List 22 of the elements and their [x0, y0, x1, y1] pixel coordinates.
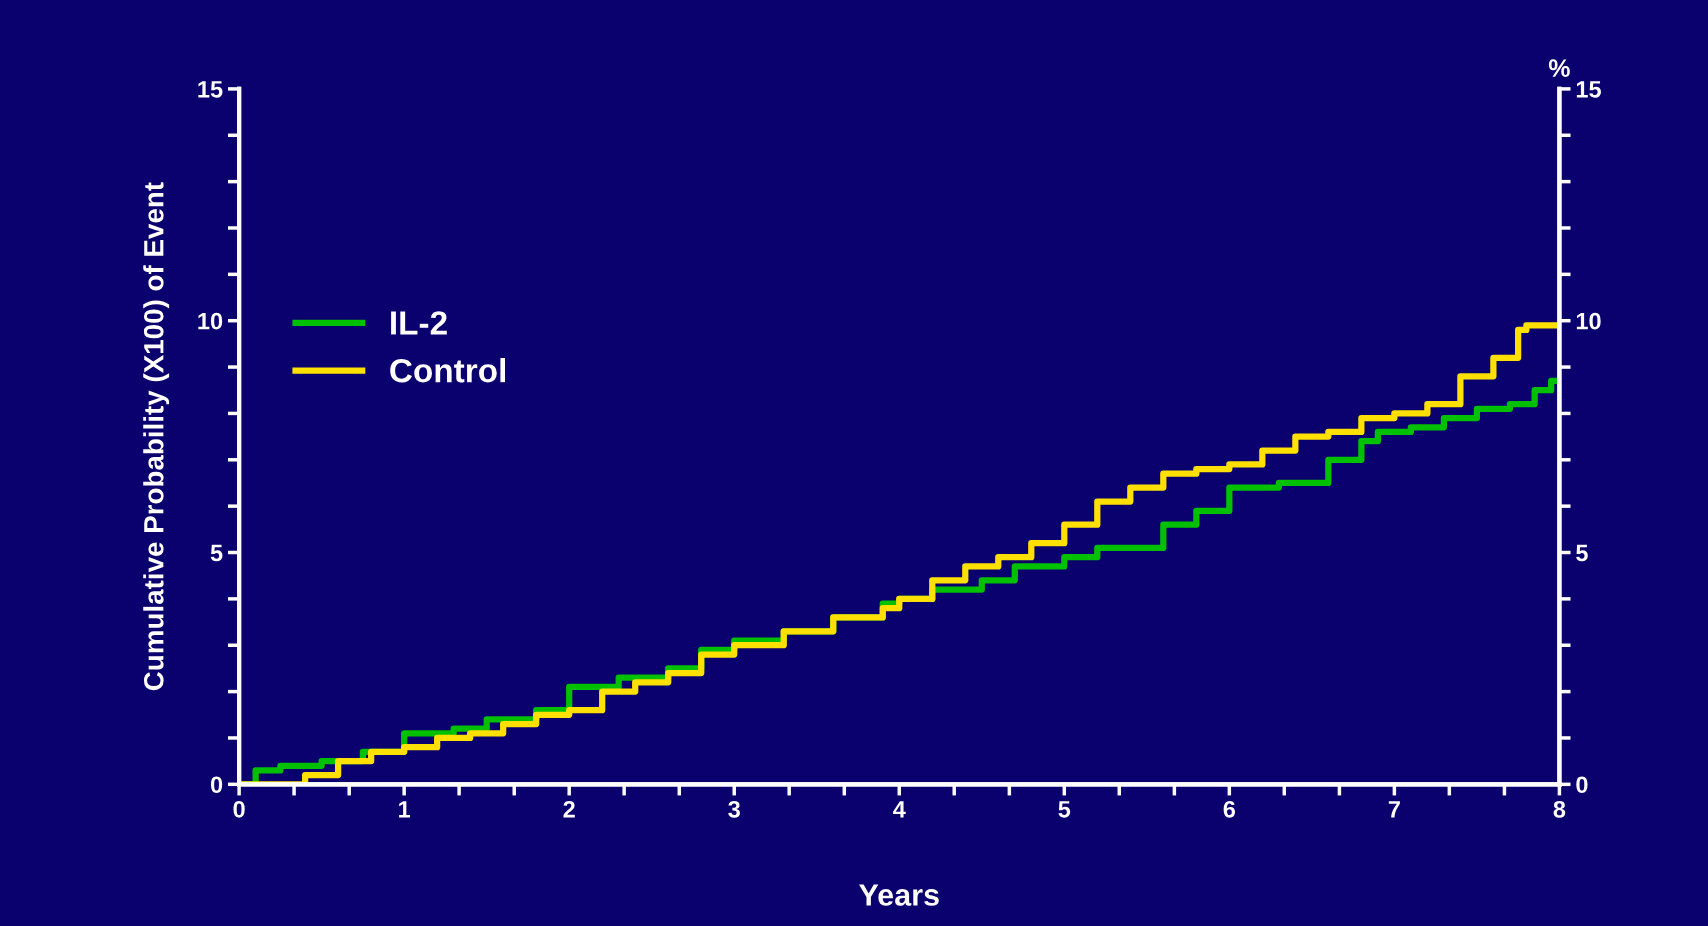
x-tick-label: 2	[563, 800, 575, 818]
y-tick-label: 10	[198, 312, 223, 330]
x-axis-title: Years	[859, 884, 939, 906]
y2-tick-label: 0	[1576, 776, 1588, 794]
y-tick-label: 5	[210, 544, 223, 562]
y-tick-label: 0	[210, 776, 223, 794]
legend-label: IL-2	[391, 311, 447, 335]
y2-axis-title: %	[1548, 59, 1570, 77]
x-tick-label: 5	[1058, 801, 1071, 818]
x-tick-label: 6	[1223, 800, 1236, 818]
x-tick-label: 3	[728, 800, 740, 818]
x-tick-label: 4	[893, 801, 906, 818]
y-tick-label: 15	[198, 81, 223, 98]
legend-label: Control	[390, 358, 505, 383]
x-tick-label: 1	[399, 801, 411, 818]
y2-tick-label: 10	[1576, 312, 1601, 330]
x-tick-label: 7	[1388, 801, 1400, 818]
y2-tick-label: 15	[1576, 81, 1601, 98]
y-axis-title: Cumulative Probability (X100) of Event	[143, 182, 170, 691]
x-tick-label: 8	[1553, 800, 1566, 818]
x-tick-label: 0	[233, 800, 245, 818]
y2-tick-label: 5	[1576, 544, 1588, 562]
